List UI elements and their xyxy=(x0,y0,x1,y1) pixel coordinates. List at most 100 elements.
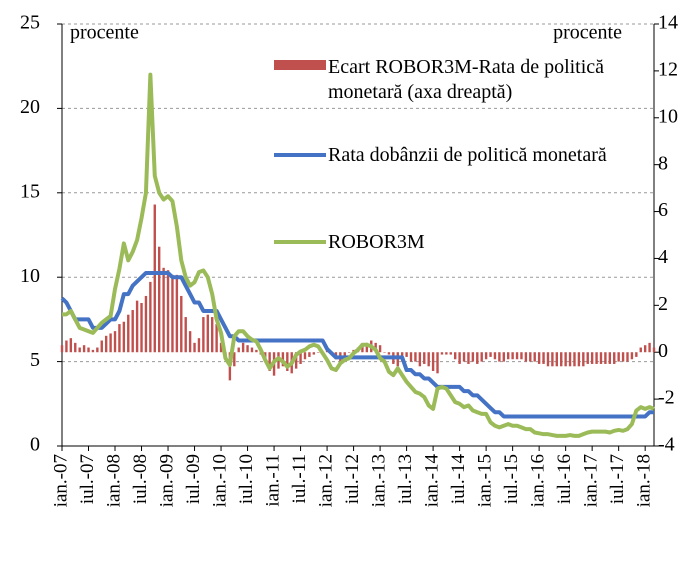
bar xyxy=(387,352,391,355)
bar xyxy=(91,349,95,353)
bar xyxy=(118,324,121,353)
bar xyxy=(286,352,289,371)
bar xyxy=(78,347,81,353)
right-unit: procente xyxy=(553,22,622,44)
bar xyxy=(573,352,576,367)
bar xyxy=(219,342,223,353)
y2-tick-label: 6 xyxy=(658,199,668,221)
x-tick-label: ian.-11 xyxy=(262,454,283,507)
bar xyxy=(533,352,536,362)
y-tick-label: 20 xyxy=(20,96,40,118)
bar xyxy=(498,352,501,362)
bar xyxy=(74,342,77,353)
bar xyxy=(493,352,497,360)
bar xyxy=(131,310,134,353)
x-tick-label: iul.-12 xyxy=(342,454,363,504)
bar xyxy=(582,352,585,367)
x-tick-label: ian.-18 xyxy=(634,454,655,507)
y-tick-label: 0 xyxy=(30,434,40,456)
x-tick-label: ian.-16 xyxy=(527,454,548,507)
bar xyxy=(604,352,607,364)
bar xyxy=(617,352,620,362)
bar xyxy=(445,352,448,355)
bar xyxy=(157,246,161,353)
x-tick-label: ian.-17 xyxy=(581,454,602,507)
legend-entry: Rata dobânzii de politică monetară xyxy=(328,144,607,166)
left-unit: procente xyxy=(70,22,139,44)
bar xyxy=(449,352,452,355)
bar xyxy=(303,352,307,360)
bar xyxy=(202,317,205,353)
bar xyxy=(467,352,470,364)
y2-tick-label: 8 xyxy=(658,152,668,174)
bar xyxy=(520,352,523,360)
x-tick-label: iul.-13 xyxy=(395,454,416,504)
x-tick-label: iul.-09 xyxy=(183,454,204,504)
y-tick-label: 15 xyxy=(20,180,40,202)
bar xyxy=(343,352,346,357)
bar xyxy=(60,345,64,353)
bar xyxy=(476,352,479,364)
bar xyxy=(652,347,656,353)
bar xyxy=(458,352,461,364)
bar xyxy=(383,352,386,353)
y2-tick-label: -2 xyxy=(658,387,675,409)
bar xyxy=(166,270,170,353)
bar xyxy=(215,324,218,353)
bar xyxy=(312,352,316,355)
bar xyxy=(568,352,572,367)
bar xyxy=(423,352,426,364)
bar xyxy=(595,352,598,364)
bar xyxy=(648,342,651,353)
bar xyxy=(431,352,435,371)
bar xyxy=(626,352,629,362)
bar xyxy=(255,349,258,353)
x-tick-label: iul.-08 xyxy=(130,454,151,504)
bar xyxy=(590,352,594,364)
bar xyxy=(524,352,528,362)
bar xyxy=(564,352,567,367)
bar xyxy=(171,274,174,353)
y2-tick-label: 4 xyxy=(658,246,668,268)
y-tick-label: 25 xyxy=(20,12,40,34)
bar xyxy=(104,335,108,353)
bar xyxy=(608,352,612,364)
bar xyxy=(599,352,603,364)
bar xyxy=(635,352,638,357)
bar xyxy=(96,347,99,353)
bar xyxy=(162,267,165,353)
bar xyxy=(365,342,369,353)
x-tick-label: ian.-09 xyxy=(156,454,177,507)
bar xyxy=(630,352,634,360)
bar xyxy=(241,342,245,353)
x-tick-label: ian.-14 xyxy=(421,454,442,508)
bar xyxy=(405,352,408,357)
bar xyxy=(643,345,647,353)
bar xyxy=(502,352,505,362)
bar xyxy=(237,347,240,353)
x-tick-label: ian.-12 xyxy=(315,454,336,507)
bar xyxy=(529,352,532,362)
x-tick-label: iul.-15 xyxy=(501,454,522,504)
bar xyxy=(211,317,214,353)
bar xyxy=(511,352,514,360)
bar xyxy=(153,204,156,353)
bar xyxy=(361,345,364,353)
bar xyxy=(188,331,192,353)
bar xyxy=(440,352,444,355)
bar xyxy=(613,352,616,364)
bar xyxy=(471,352,475,362)
legend-swatch xyxy=(274,60,326,70)
bar xyxy=(542,352,545,364)
bar xyxy=(113,331,117,353)
x-tick-label: ian.-15 xyxy=(474,454,495,507)
bar xyxy=(409,352,413,362)
x-tick-label: ian.-13 xyxy=(368,454,389,507)
bar xyxy=(515,352,519,360)
bar xyxy=(317,352,320,353)
bar xyxy=(69,338,73,353)
bar xyxy=(206,314,209,353)
bar xyxy=(586,352,589,364)
bar xyxy=(109,333,112,353)
bar xyxy=(577,352,581,367)
